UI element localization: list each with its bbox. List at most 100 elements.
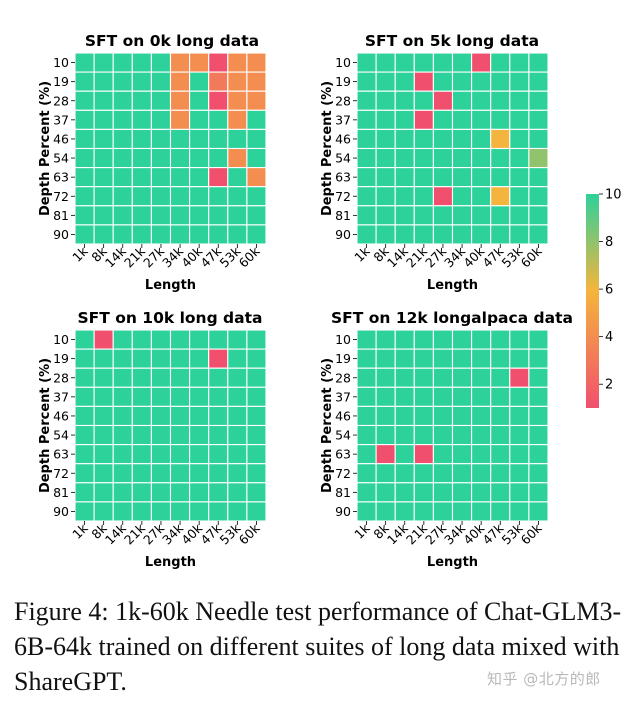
heatmap-cell [413, 90, 434, 111]
heatmap-cell [528, 482, 549, 503]
heatmap-cell [528, 386, 549, 407]
y-tick-label: 63 [335, 170, 351, 185]
heatmap-cell [112, 329, 133, 350]
heatmap-cell [356, 71, 377, 92]
heatmap-cell [74, 367, 95, 388]
heatmap-cell [394, 224, 415, 245]
heatmap-cell [112, 405, 133, 427]
heatmap-cell [227, 367, 248, 388]
heatmap-cell [471, 205, 492, 226]
heatmap-cell [112, 186, 133, 207]
heatmap-cell [451, 386, 473, 407]
heatmap-cell [74, 329, 95, 350]
heatmap-cell [112, 109, 133, 130]
heatmap-cell [131, 109, 152, 130]
y-tick-label: 72 [335, 189, 351, 204]
heatmap-cell [451, 109, 473, 130]
heatmap-cell [227, 71, 248, 92]
heatmap-cell [451, 186, 473, 207]
heatmap-cell [74, 52, 95, 73]
y-tick-label: 37 [53, 112, 69, 127]
heatmap-cell [375, 348, 396, 369]
heatmap-cell [451, 463, 473, 484]
heatmap-cell [74, 482, 95, 503]
heatmap-cell [169, 71, 191, 92]
heatmap-cell [189, 205, 210, 226]
heatmap-cell [189, 424, 210, 446]
heatmap-cell [528, 424, 549, 446]
heatmap-cell [93, 52, 114, 73]
heatmap-cell [227, 463, 248, 484]
heatmap-cell [394, 205, 415, 226]
heatmap-cell [490, 444, 511, 465]
heatmap-cell [112, 90, 133, 111]
heatmap-cell [432, 424, 454, 446]
heatmap-cell [131, 186, 152, 207]
heatmap-cell [471, 186, 492, 207]
heatmap-cell [375, 463, 396, 484]
heatmap-cell [189, 109, 210, 130]
heatmap-cell [227, 444, 248, 465]
heatmap-cell [471, 444, 492, 465]
heatmap-cell [528, 71, 549, 92]
heatmap-cell [471, 463, 492, 484]
heatmap-cell [112, 167, 133, 188]
heatmap-cell [150, 90, 172, 111]
heatmap-cell [169, 205, 191, 226]
heatmap-cell [394, 444, 415, 465]
x-axis-label: Length [145, 555, 196, 570]
heatmap-cell [93, 424, 114, 446]
y-tick-label: 72 [335, 466, 351, 481]
heatmap-cell [246, 109, 267, 130]
y-tick-label: 46 [335, 408, 351, 423]
heatmap-cell [451, 52, 473, 73]
heatmap-cell [112, 424, 133, 446]
heatmap-cell [509, 405, 530, 427]
heatmap-cell [169, 424, 191, 446]
heatmap-cell [227, 90, 248, 111]
heatmap-cell [150, 329, 172, 350]
heatmap-cell [375, 367, 396, 388]
heatmap-cell [356, 424, 377, 446]
heatmap-cell [509, 444, 530, 465]
heatmap-cell [413, 329, 434, 350]
heatmap-cell [413, 367, 434, 388]
heatmap-cell [413, 147, 434, 169]
heatmap-cell [490, 501, 511, 522]
heatmap-cell [471, 501, 492, 522]
y-tick-label: 54 [53, 151, 69, 166]
colorbar: 10 8 6 4 2 [586, 188, 622, 408]
heatmap-cell [150, 224, 172, 245]
heatmap-cell [112, 444, 133, 465]
heatmap-cell [169, 167, 191, 188]
heatmap-cell [93, 147, 114, 169]
heatmap-cell [509, 205, 530, 226]
heatmap-cell [112, 386, 133, 407]
heatmap-cell [413, 482, 434, 503]
heatmap-cell [93, 329, 114, 350]
heatmap-cell [93, 367, 114, 388]
heatmap-cell [356, 405, 377, 427]
heatmap-cell [189, 90, 210, 111]
heatmap-cell [471, 386, 492, 407]
heatmap-cell [451, 501, 473, 522]
figure-caption: Figure 4: 1k-60k Needle test performance… [14, 597, 622, 696]
y-tick-label: 54 [335, 428, 351, 443]
heatmap-cell [112, 463, 133, 484]
heatmap-cell [375, 205, 396, 226]
heatmap-cell [189, 167, 210, 188]
heatmap-cell [490, 128, 511, 150]
heatmap-cell [227, 109, 248, 130]
y-tick-label: 10 [53, 55, 69, 70]
heatmap-cell [509, 463, 530, 484]
heatmap-cell [208, 52, 229, 73]
heatmap-cell [394, 405, 415, 427]
heatmap-cell [413, 424, 434, 446]
heatmap-cell [356, 482, 377, 503]
heatmap-cell [528, 405, 549, 427]
heatmap-cell [471, 167, 492, 188]
heatmap-cell [394, 128, 415, 150]
y-tick-label: 63 [335, 447, 351, 462]
heatmap-cell [413, 167, 434, 188]
heatmap-cell [394, 482, 415, 503]
